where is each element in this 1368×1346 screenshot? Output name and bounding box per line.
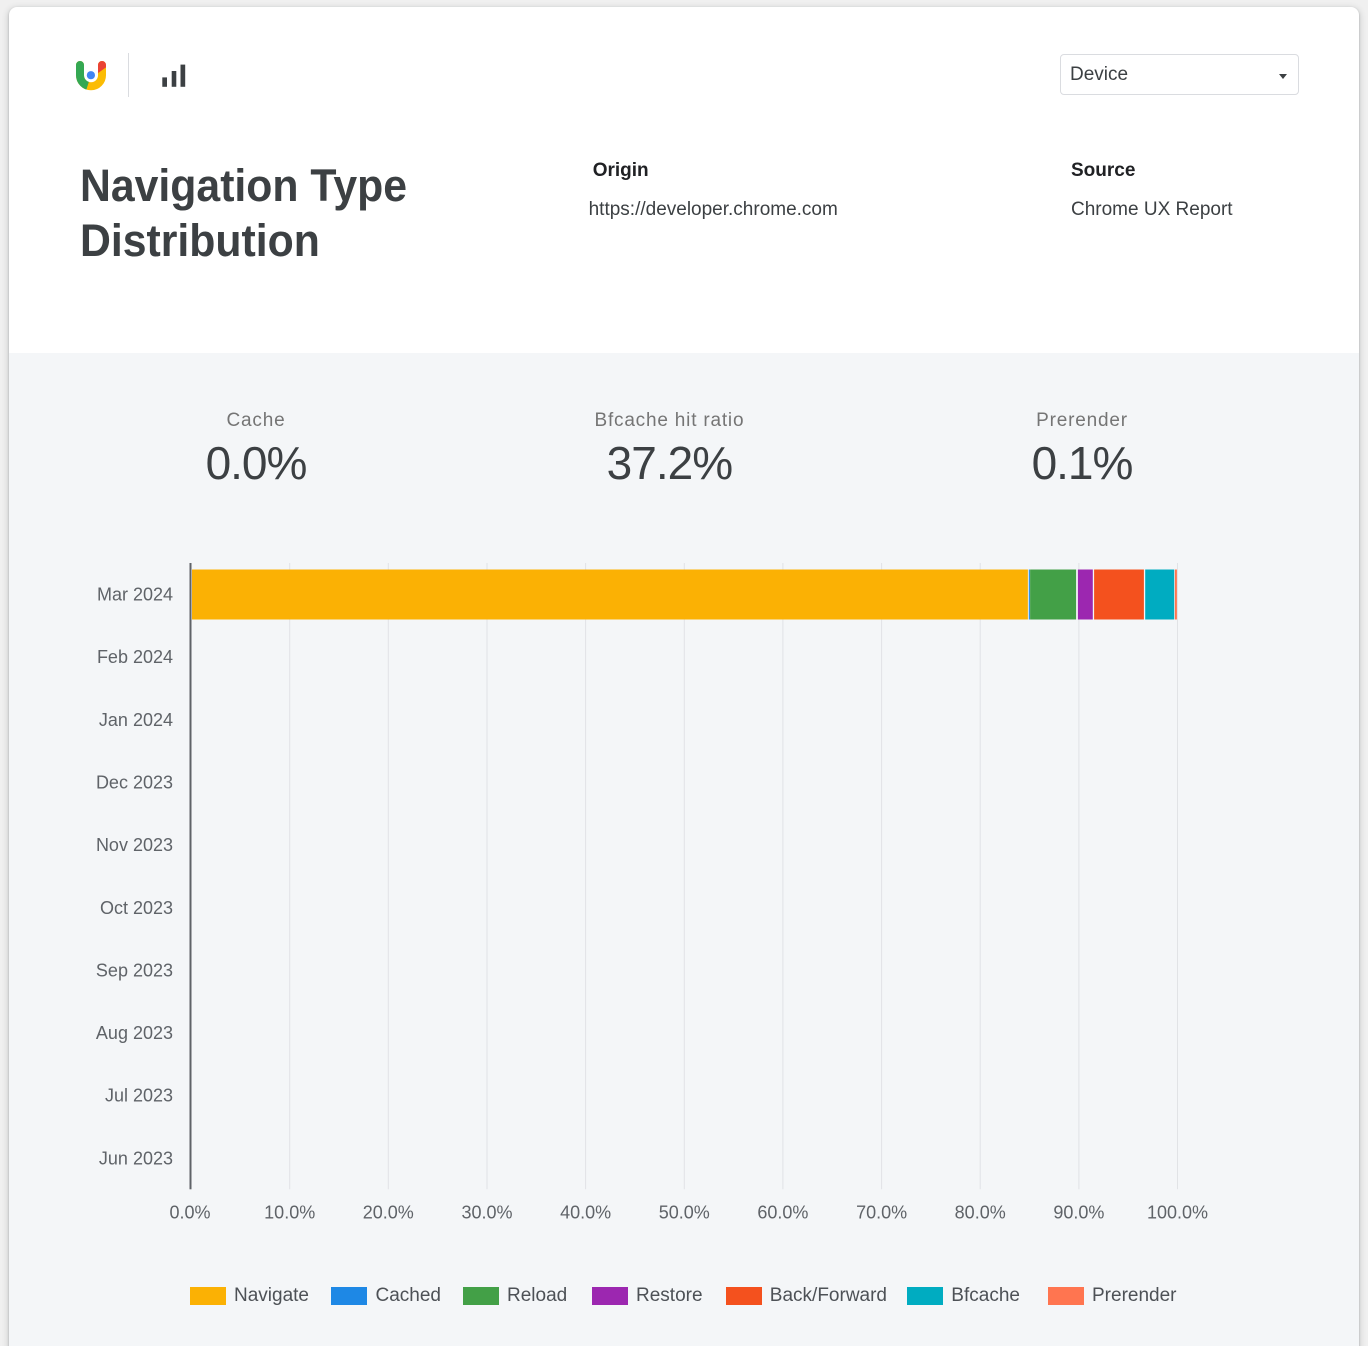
svg-text:Aug 2023: Aug 2023 [96,1023,173,1043]
svg-text:100.0%: 100.0% [1147,1202,1208,1222]
svg-text:Jul 2023: Jul 2023 [105,1086,173,1106]
svg-text:90.0%: 90.0% [1053,1202,1104,1222]
svg-text:Mar 2024: Mar 2024 [97,585,173,605]
svg-text:Jun 2023: Jun 2023 [99,1148,173,1168]
svg-text:20.0%: 20.0% [363,1202,414,1222]
svg-text:Oct 2023: Oct 2023 [100,898,173,918]
svg-text:Nov 2023: Nov 2023 [96,835,173,855]
svg-text:60.0%: 60.0% [757,1202,808,1222]
svg-text:Dec 2023: Dec 2023 [96,773,173,793]
svg-text:10.0%: 10.0% [264,1202,315,1222]
svg-text:30.0%: 30.0% [461,1202,512,1222]
svg-text:0.0%: 0.0% [169,1202,210,1222]
svg-text:Jan 2024: Jan 2024 [99,710,173,730]
svg-text:70.0%: 70.0% [856,1202,907,1222]
svg-text:Sep 2023: Sep 2023 [96,960,173,980]
svg-text:Feb 2024: Feb 2024 [97,647,173,667]
svg-text:40.0%: 40.0% [560,1202,611,1222]
svg-text:80.0%: 80.0% [955,1202,1006,1222]
svg-text:50.0%: 50.0% [659,1202,710,1222]
